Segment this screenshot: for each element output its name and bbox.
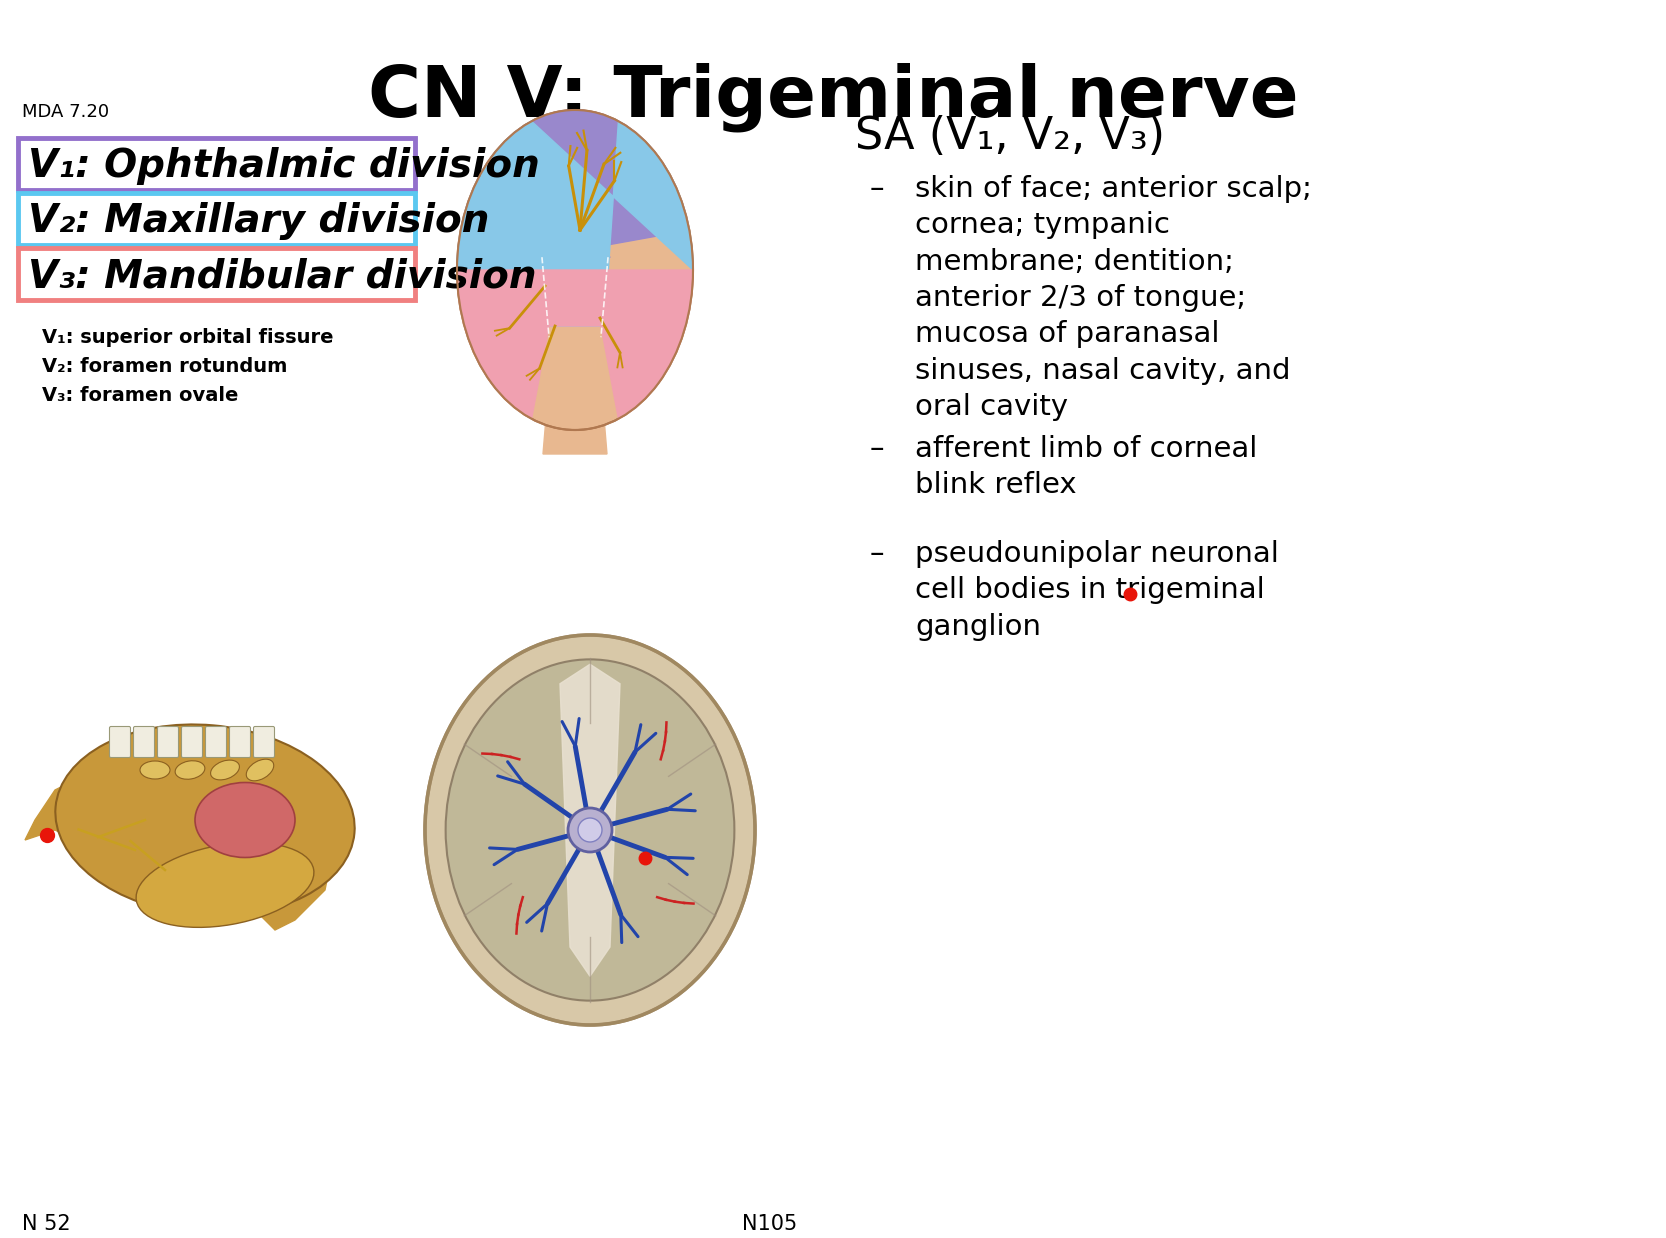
FancyBboxPatch shape [230,727,250,758]
FancyBboxPatch shape [182,727,203,758]
Polygon shape [543,406,606,454]
Ellipse shape [456,110,693,430]
Text: CN V: Trigeminal nerve: CN V: Trigeminal nerve [368,62,1298,131]
FancyBboxPatch shape [18,193,415,245]
Text: SA (V₁, V₂, V₃): SA (V₁, V₂, V₃) [855,115,1165,158]
Ellipse shape [140,761,170,779]
Text: V₃: Mandibular division: V₃: Mandibular division [28,258,536,295]
Ellipse shape [137,843,313,927]
Text: afferent limb of corneal
blink reflex: afferent limb of corneal blink reflex [915,435,1258,499]
FancyBboxPatch shape [158,727,178,758]
Polygon shape [25,735,335,930]
Circle shape [578,818,601,842]
Text: V₁: Ophthalmic division: V₁: Ophthalmic division [28,147,540,184]
Text: V₂: foramen rotundum: V₂: foramen rotundum [42,357,287,376]
Text: –: – [870,175,885,203]
Circle shape [568,808,611,852]
Text: V₁: superior orbital fissure: V₁: superior orbital fissure [42,328,333,347]
Text: –: – [870,540,885,568]
Text: skin of face; anterior scalp;
cornea; tympanic
membrane; dentition;
anterior 2/3: skin of face; anterior scalp; cornea; ty… [915,175,1311,421]
Text: MDA 7.20: MDA 7.20 [22,103,110,121]
Text: pseudounipolar neuronal
cell bodies in trigeminal
ganglion: pseudounipolar neuronal cell bodies in t… [915,540,1279,641]
Polygon shape [456,270,693,418]
FancyBboxPatch shape [133,727,155,758]
FancyBboxPatch shape [18,137,415,189]
Polygon shape [456,121,693,326]
Polygon shape [461,110,690,258]
Ellipse shape [247,759,273,781]
Text: –: – [870,435,885,463]
Ellipse shape [425,635,755,1025]
Text: V₂: Maxillary division: V₂: Maxillary division [28,202,490,240]
Polygon shape [560,665,620,977]
Text: N105: N105 [741,1214,798,1234]
Text: N 52: N 52 [22,1214,70,1234]
Ellipse shape [445,660,735,1000]
FancyBboxPatch shape [110,727,130,758]
Ellipse shape [175,761,205,779]
Ellipse shape [55,724,355,916]
FancyBboxPatch shape [18,248,415,300]
FancyBboxPatch shape [253,727,275,758]
Ellipse shape [195,782,295,858]
Ellipse shape [210,760,240,780]
Text: V₃: foramen ovale: V₃: foramen ovale [42,386,238,405]
FancyBboxPatch shape [205,727,227,758]
